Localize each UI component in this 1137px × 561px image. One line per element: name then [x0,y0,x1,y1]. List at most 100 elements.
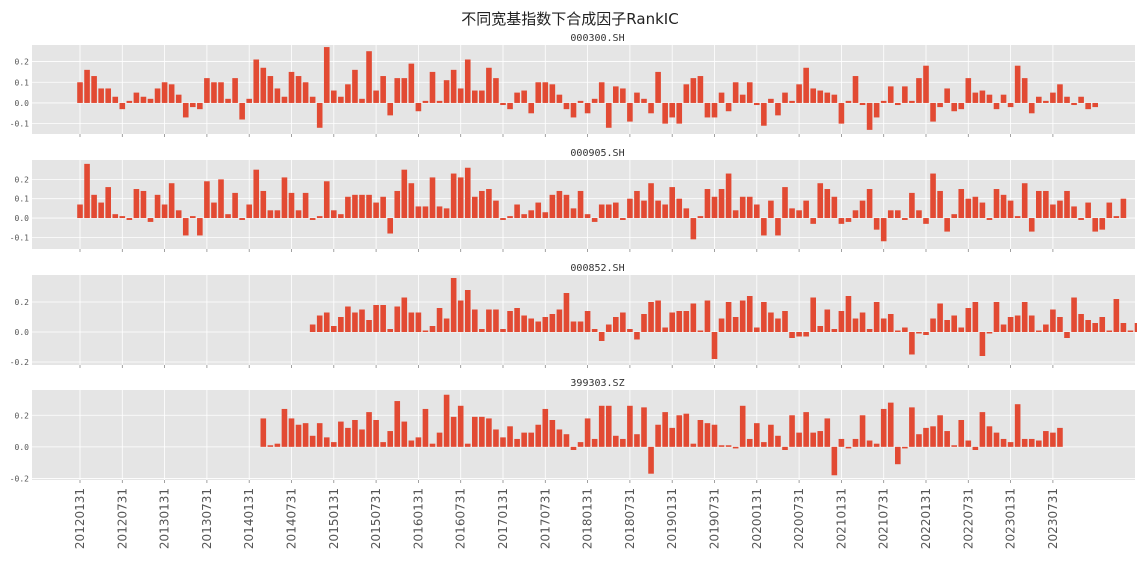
bar [281,177,288,219]
bar [1043,324,1049,332]
bar [655,424,661,447]
bar [309,435,316,447]
bar [260,190,267,219]
bar [493,78,499,103]
bar [528,318,534,332]
bar [500,218,506,220]
bar [958,102,965,110]
bar [1085,102,1091,110]
bar [1036,330,1042,332]
bar [676,102,683,124]
bar [916,434,922,447]
bar [380,76,386,103]
bar [366,194,372,219]
bar [873,218,880,230]
bar [1064,332,1070,338]
bar [718,445,725,447]
bar [620,438,626,447]
bar [232,192,238,219]
x-tick-label: 20160131 [411,488,425,549]
bar [972,446,979,450]
bar [732,446,739,449]
bar [605,102,612,128]
bar [366,320,372,332]
bar [359,194,365,219]
bar [415,437,422,447]
bar [204,78,210,103]
bar [803,332,809,337]
x-tick-label: 20190131 [665,488,679,549]
bar [570,102,577,118]
bar [584,214,591,219]
y-tick-label: 0.2 [15,411,30,420]
bar [549,84,556,103]
bar [232,78,238,103]
bar [732,317,739,332]
bar [965,78,972,103]
bar [352,194,358,219]
bar [267,210,274,219]
bar [972,302,979,332]
bar [1092,102,1098,108]
bar [521,315,527,332]
bar [281,96,288,103]
bar [154,88,161,103]
bar [711,196,718,219]
bar [895,330,901,332]
bar [1028,438,1035,447]
y-tick-label: 0.1 [15,195,30,204]
bar [91,194,97,219]
bar [613,86,619,103]
bar [1092,218,1098,232]
bar [789,332,795,338]
bar [1120,323,1127,332]
x-tick-label: 20230131 [1004,488,1018,549]
bar [986,218,993,220]
bar [613,435,619,447]
bar [1007,317,1014,332]
bar [993,302,1000,332]
bar [267,76,274,103]
x-tick-label: 20120731 [115,488,129,549]
bar [739,94,746,103]
bar [676,415,683,447]
bar [521,214,527,219]
bar [824,309,831,332]
bar [1085,202,1091,219]
bar [373,202,379,219]
bar [613,317,619,332]
bar [429,71,436,103]
bar [464,443,471,447]
bar [605,204,612,219]
bar [662,327,668,332]
bar [810,88,816,103]
bar [1134,323,1137,332]
bar [302,82,309,103]
bar [373,90,379,103]
bar [944,88,950,103]
bar [859,102,866,106]
bar [443,80,450,103]
bar [1092,323,1098,332]
bar [429,177,436,219]
bar [852,76,859,103]
bar [817,431,824,447]
bar [761,102,767,126]
bar [725,302,732,332]
bar [408,183,415,219]
bar [697,216,704,219]
bar [1007,442,1014,447]
bar [295,76,302,103]
bar [331,326,337,332]
x-tick-label: 20150131 [327,488,341,549]
bar [1043,431,1049,447]
x-tick-label: 20160731 [454,488,468,549]
bar [598,332,605,341]
bar [126,100,133,103]
bar [1127,330,1134,332]
bar [627,102,633,122]
bar [930,173,936,219]
bar [316,423,323,447]
bar [415,102,422,112]
